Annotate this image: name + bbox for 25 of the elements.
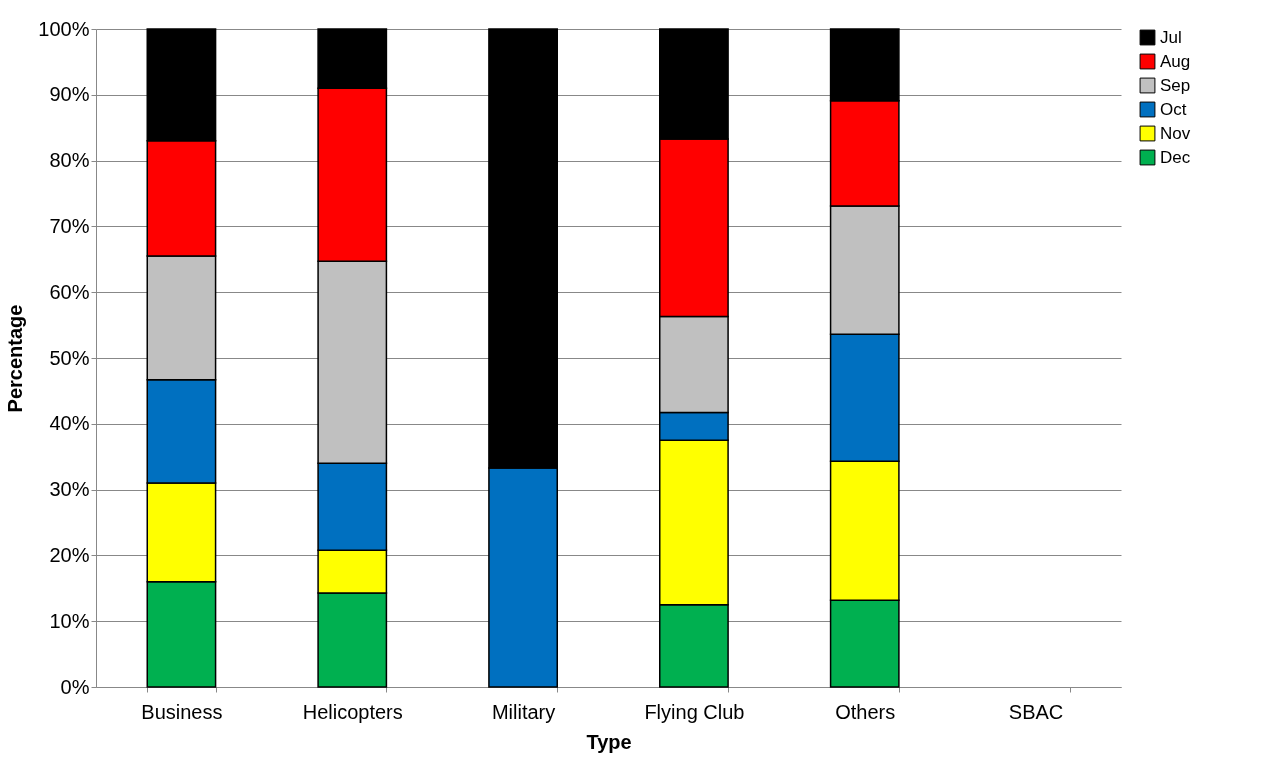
y-tick-label: 60%: [49, 280, 90, 303]
y-tick-label: 90%: [49, 83, 90, 106]
x-tick-label: Others: [835, 700, 896, 723]
legend-label: Aug: [1160, 51, 1191, 71]
legend-label: Sep: [1160, 75, 1191, 95]
y-tick-label: 40%: [49, 412, 90, 435]
x-axis-title: Type: [586, 730, 632, 753]
x-tick-label: Military: [491, 700, 556, 723]
y-axis-title: Percentage: [4, 304, 27, 413]
legend-label: Dec: [1160, 147, 1191, 167]
y-tick-label: 20%: [49, 543, 90, 566]
y-tick-label: 10%: [49, 609, 90, 632]
y-tick-label: 0%: [60, 675, 90, 698]
legend-label: Oct: [1160, 99, 1187, 119]
x-tick-label: Business: [141, 700, 223, 723]
x-tick-label: Flying Club: [644, 700, 745, 723]
y-tick-label: 100%: [38, 17, 90, 40]
legend-label: Jul: [1160, 27, 1182, 47]
y-tick-label: 50%: [49, 346, 90, 369]
y-tick-label: 30%: [49, 478, 90, 501]
legend-label: Nov: [1160, 123, 1191, 143]
y-tick-label: 80%: [49, 149, 90, 172]
y-tick-label: 70%: [49, 214, 90, 237]
x-tick-label: SBAC: [1008, 700, 1064, 723]
x-tick-label: Helicopters: [302, 700, 403, 723]
